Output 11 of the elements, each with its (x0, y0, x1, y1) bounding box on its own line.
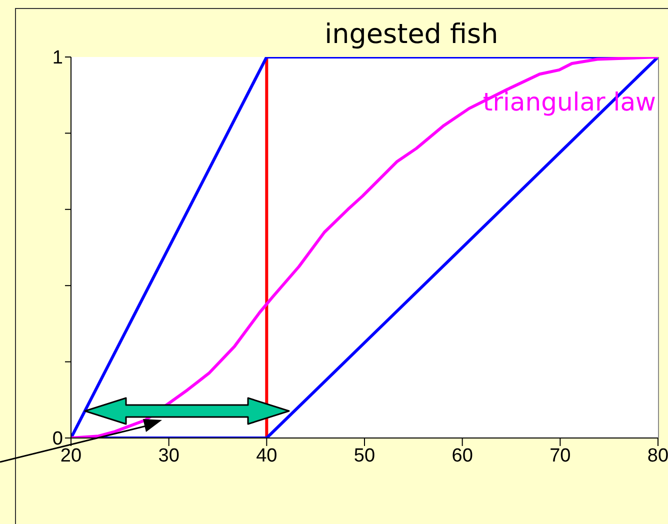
x-tick-label: 20 (60, 445, 82, 466)
x-tick-label: 70 (550, 445, 571, 466)
y-tick-label: 1 (52, 48, 63, 69)
series-label: triangular law (482, 87, 656, 116)
x-tick-label: 40 (256, 445, 278, 466)
x-tick-label: 50 (354, 445, 376, 466)
x-tick-label: 60 (452, 445, 473, 466)
chart-title: ingested fish (324, 19, 498, 50)
y-tick-label: 0 (52, 428, 63, 450)
x-tick-label: 80 (647, 445, 668, 466)
x-tick-label: 30 (158, 445, 180, 466)
